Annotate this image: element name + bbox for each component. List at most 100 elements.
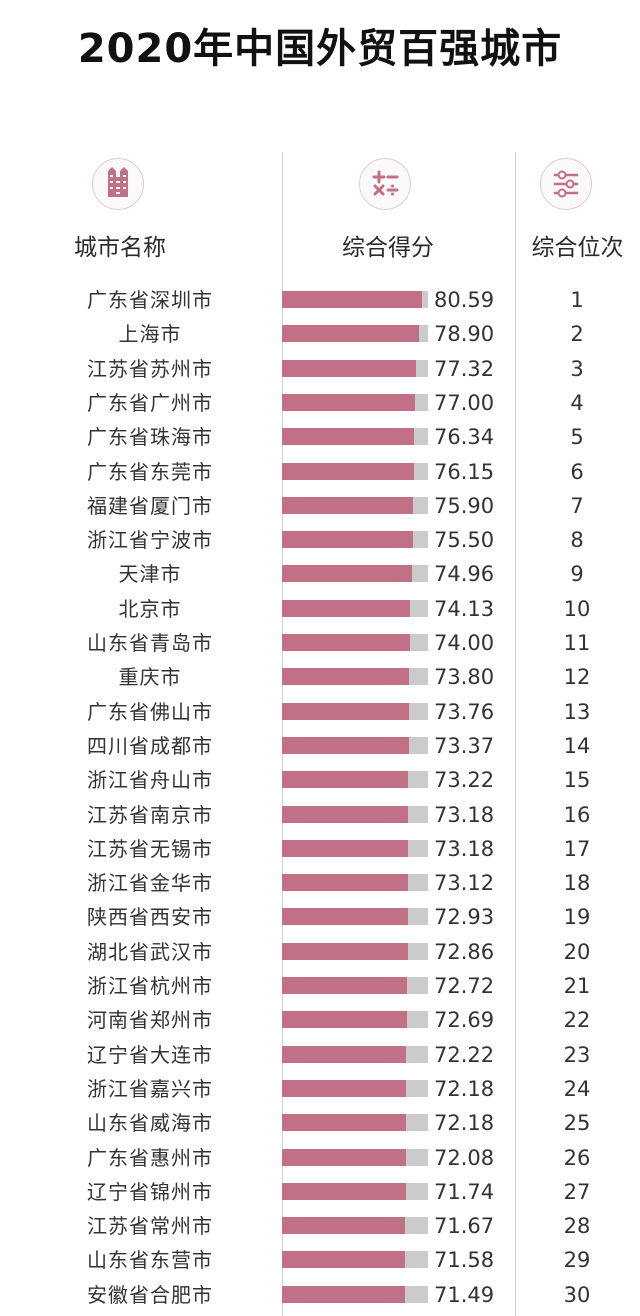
city-name: 福建省厦门市: [87, 493, 213, 518]
table-row: 陕西省西安市 72.93 19: [0, 900, 640, 934]
score-bar-track: [282, 1148, 428, 1166]
score-bar-track: [282, 428, 428, 446]
rank-value: 9: [570, 562, 584, 587]
score-bar-track: [282, 771, 428, 789]
table-row: 浙江省杭州市 72.72 21: [0, 969, 640, 1003]
score-bar: [282, 325, 419, 343]
rank-value: 29: [563, 1248, 591, 1273]
score-value: 77.00: [434, 390, 495, 415]
score-bar-track: [282, 839, 428, 857]
rank-value: 5: [570, 425, 584, 450]
table-row: 浙江省宁波市 75.50 8: [0, 523, 640, 557]
score-bar: [282, 1011, 408, 1029]
rank-value: 27: [563, 1179, 591, 1204]
score-value: 76.15: [434, 459, 495, 484]
city-name: 山东省威海市: [87, 1111, 213, 1136]
score-bar-track: [282, 599, 428, 617]
score-value: 72.22: [434, 1042, 495, 1067]
score-bar: [282, 839, 409, 857]
score-bar-track: [282, 668, 428, 686]
rank-value: 6: [570, 459, 584, 484]
score-bar-track: [282, 805, 428, 823]
city-name: 浙江省宁波市: [87, 528, 213, 553]
rank-value: 7: [570, 493, 584, 518]
score-value: 73.18: [434, 836, 495, 861]
score-value: 72.18: [434, 1076, 495, 1101]
rank-value: 20: [563, 939, 591, 964]
rank-value: 25: [563, 1111, 591, 1136]
score-value: 74.13: [434, 596, 495, 621]
rank-value: 13: [563, 699, 591, 724]
table-row: 广东省东莞市 76.15 6: [0, 455, 640, 489]
score-bar: [282, 359, 416, 377]
column-divider-left: [282, 152, 283, 1316]
score-bar: [282, 599, 410, 617]
table-row: 江苏省常州市 71.67 28: [0, 1209, 640, 1243]
table-row: 广东省惠州市 72.08 26: [0, 1141, 640, 1175]
score-bar-track: [282, 393, 428, 411]
table-row: 安徽省合肥市 71.49 30: [0, 1278, 640, 1312]
score-bar-track: [282, 359, 428, 377]
city-name: 四川省成都市: [87, 733, 213, 758]
score-bar-track: [282, 634, 428, 651]
rank-value: 12: [563, 665, 591, 690]
city-name: 河南省郑州市: [87, 1008, 213, 1033]
score-value: 73.18: [434, 802, 495, 827]
score-value: 72.86: [434, 939, 495, 964]
city-name: 江苏省无锡市: [87, 836, 213, 861]
score-bar: [282, 1251, 406, 1269]
rank-value: 4: [570, 390, 584, 415]
score-value: 75.90: [434, 493, 495, 518]
city-name: 湖北省武汉市: [87, 939, 213, 964]
score-bar: [282, 291, 423, 308]
rank-value: 14: [563, 733, 591, 758]
table-row: 广东省佛山市 73.76 13: [0, 695, 640, 729]
table-row: 浙江省舟山市 73.22 15: [0, 763, 640, 797]
city-name: 广东省广州市: [87, 390, 213, 415]
score-bar: [282, 805, 409, 823]
rank-value: 22: [563, 1008, 591, 1033]
score-bar-track: [282, 736, 428, 754]
rank-value: 15: [563, 768, 591, 793]
table-row: 重庆市 73.80 12: [0, 660, 640, 694]
table-row: 江苏省南京市 73.18 16: [0, 798, 640, 832]
score-value: 72.08: [434, 1145, 495, 1170]
score-bar: [282, 908, 408, 926]
building-icon: [92, 158, 144, 210]
rank-value: 8: [570, 528, 584, 553]
city-name: 广东省珠海市: [87, 425, 213, 450]
table-row: 浙江省嘉兴市 72.18 24: [0, 1072, 640, 1106]
rank-value: 11: [563, 631, 591, 655]
score-bar: [282, 942, 408, 960]
city-name: 上海市: [118, 322, 182, 347]
score-value: 73.80: [434, 665, 495, 690]
score-bar-track: [282, 908, 428, 926]
math-operators-icon: [359, 158, 411, 210]
score-bar-track: [282, 462, 428, 480]
score-value: 72.93: [434, 905, 495, 930]
score-value: 72.72: [434, 974, 495, 998]
chart-title: 2020年中国外贸百强城市: [77, 26, 563, 72]
score-bar-track: [282, 1182, 428, 1200]
column-header-city: 城市名称: [74, 235, 166, 261]
score-bar: [282, 565, 412, 583]
score-bar: [282, 462, 414, 480]
table-row: 山东省威海市 72.18 25: [0, 1106, 640, 1140]
table-row: 河南省郑州市 72.69 22: [0, 1003, 640, 1037]
rank-value: 19: [563, 905, 591, 930]
column-header-rank: 综合位次: [531, 235, 624, 261]
score-bar: [282, 1182, 406, 1200]
rank-value: 2: [570, 322, 584, 347]
score-value: 72.18: [434, 1111, 495, 1136]
rank-value: 30: [563, 1282, 591, 1307]
city-name: 北京市: [118, 596, 182, 621]
score-bar: [282, 977, 408, 994]
table-row: 浙江省金华市 73.12 18: [0, 866, 640, 900]
table-row: 福建省厦门市 75.90 7: [0, 489, 640, 523]
score-bar: [282, 1114, 407, 1132]
table-row: 广东省广州市 77.00 4: [0, 386, 640, 420]
city-name: 广东省深圳市: [87, 288, 213, 312]
score-value: 72.69: [434, 1008, 495, 1033]
city-name: 江苏省苏州市: [87, 356, 213, 381]
score-bar: [282, 1079, 407, 1097]
